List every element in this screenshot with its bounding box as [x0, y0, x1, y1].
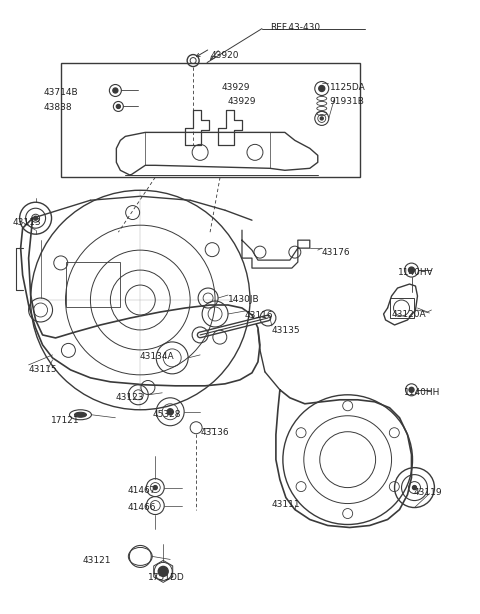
Text: 43113: 43113: [12, 218, 41, 227]
Text: 41467: 41467: [127, 486, 156, 495]
Text: 91931B: 91931B: [330, 98, 365, 106]
Text: 1751DD: 1751DD: [148, 573, 185, 583]
Circle shape: [167, 409, 173, 414]
Text: 17121: 17121: [50, 416, 79, 425]
Text: 43929: 43929: [222, 82, 251, 91]
Text: 1140HV: 1140HV: [397, 268, 433, 277]
Circle shape: [116, 104, 120, 109]
Circle shape: [158, 566, 168, 577]
Circle shape: [113, 88, 118, 93]
Text: 43115: 43115: [29, 365, 57, 374]
Text: 43920: 43920: [210, 50, 239, 60]
Text: REF.43-430: REF.43-430: [270, 23, 320, 32]
Text: 1430JB: 1430JB: [228, 295, 260, 304]
Bar: [65, 262, 120, 307]
Circle shape: [408, 267, 415, 273]
Text: 43135: 43135: [272, 326, 300, 335]
Text: 43123: 43123: [115, 393, 144, 402]
Text: 43929: 43929: [228, 98, 256, 106]
Circle shape: [34, 216, 37, 220]
Text: 43136: 43136: [200, 428, 229, 437]
Circle shape: [153, 486, 157, 489]
Bar: [60, 63, 360, 177]
Text: 43121: 43121: [83, 556, 111, 565]
Circle shape: [320, 117, 323, 120]
Text: 43176: 43176: [322, 248, 350, 257]
Text: 43134A: 43134A: [139, 352, 174, 361]
Text: 43111: 43111: [272, 500, 300, 508]
Text: 43714B: 43714B: [44, 88, 78, 98]
Text: 43116: 43116: [245, 311, 274, 320]
Circle shape: [409, 387, 414, 392]
Circle shape: [412, 486, 417, 489]
Text: 1125DA: 1125DA: [330, 82, 365, 91]
Ellipse shape: [74, 412, 86, 418]
Circle shape: [319, 85, 325, 91]
Bar: [390, 298, 415, 318]
Text: 43838: 43838: [44, 104, 72, 112]
Text: 43119: 43119: [413, 488, 442, 497]
Text: 1140HH: 1140HH: [404, 388, 440, 397]
Text: 45328: 45328: [152, 410, 181, 419]
Text: 41466: 41466: [127, 502, 156, 511]
Text: 43120A: 43120A: [392, 310, 426, 319]
